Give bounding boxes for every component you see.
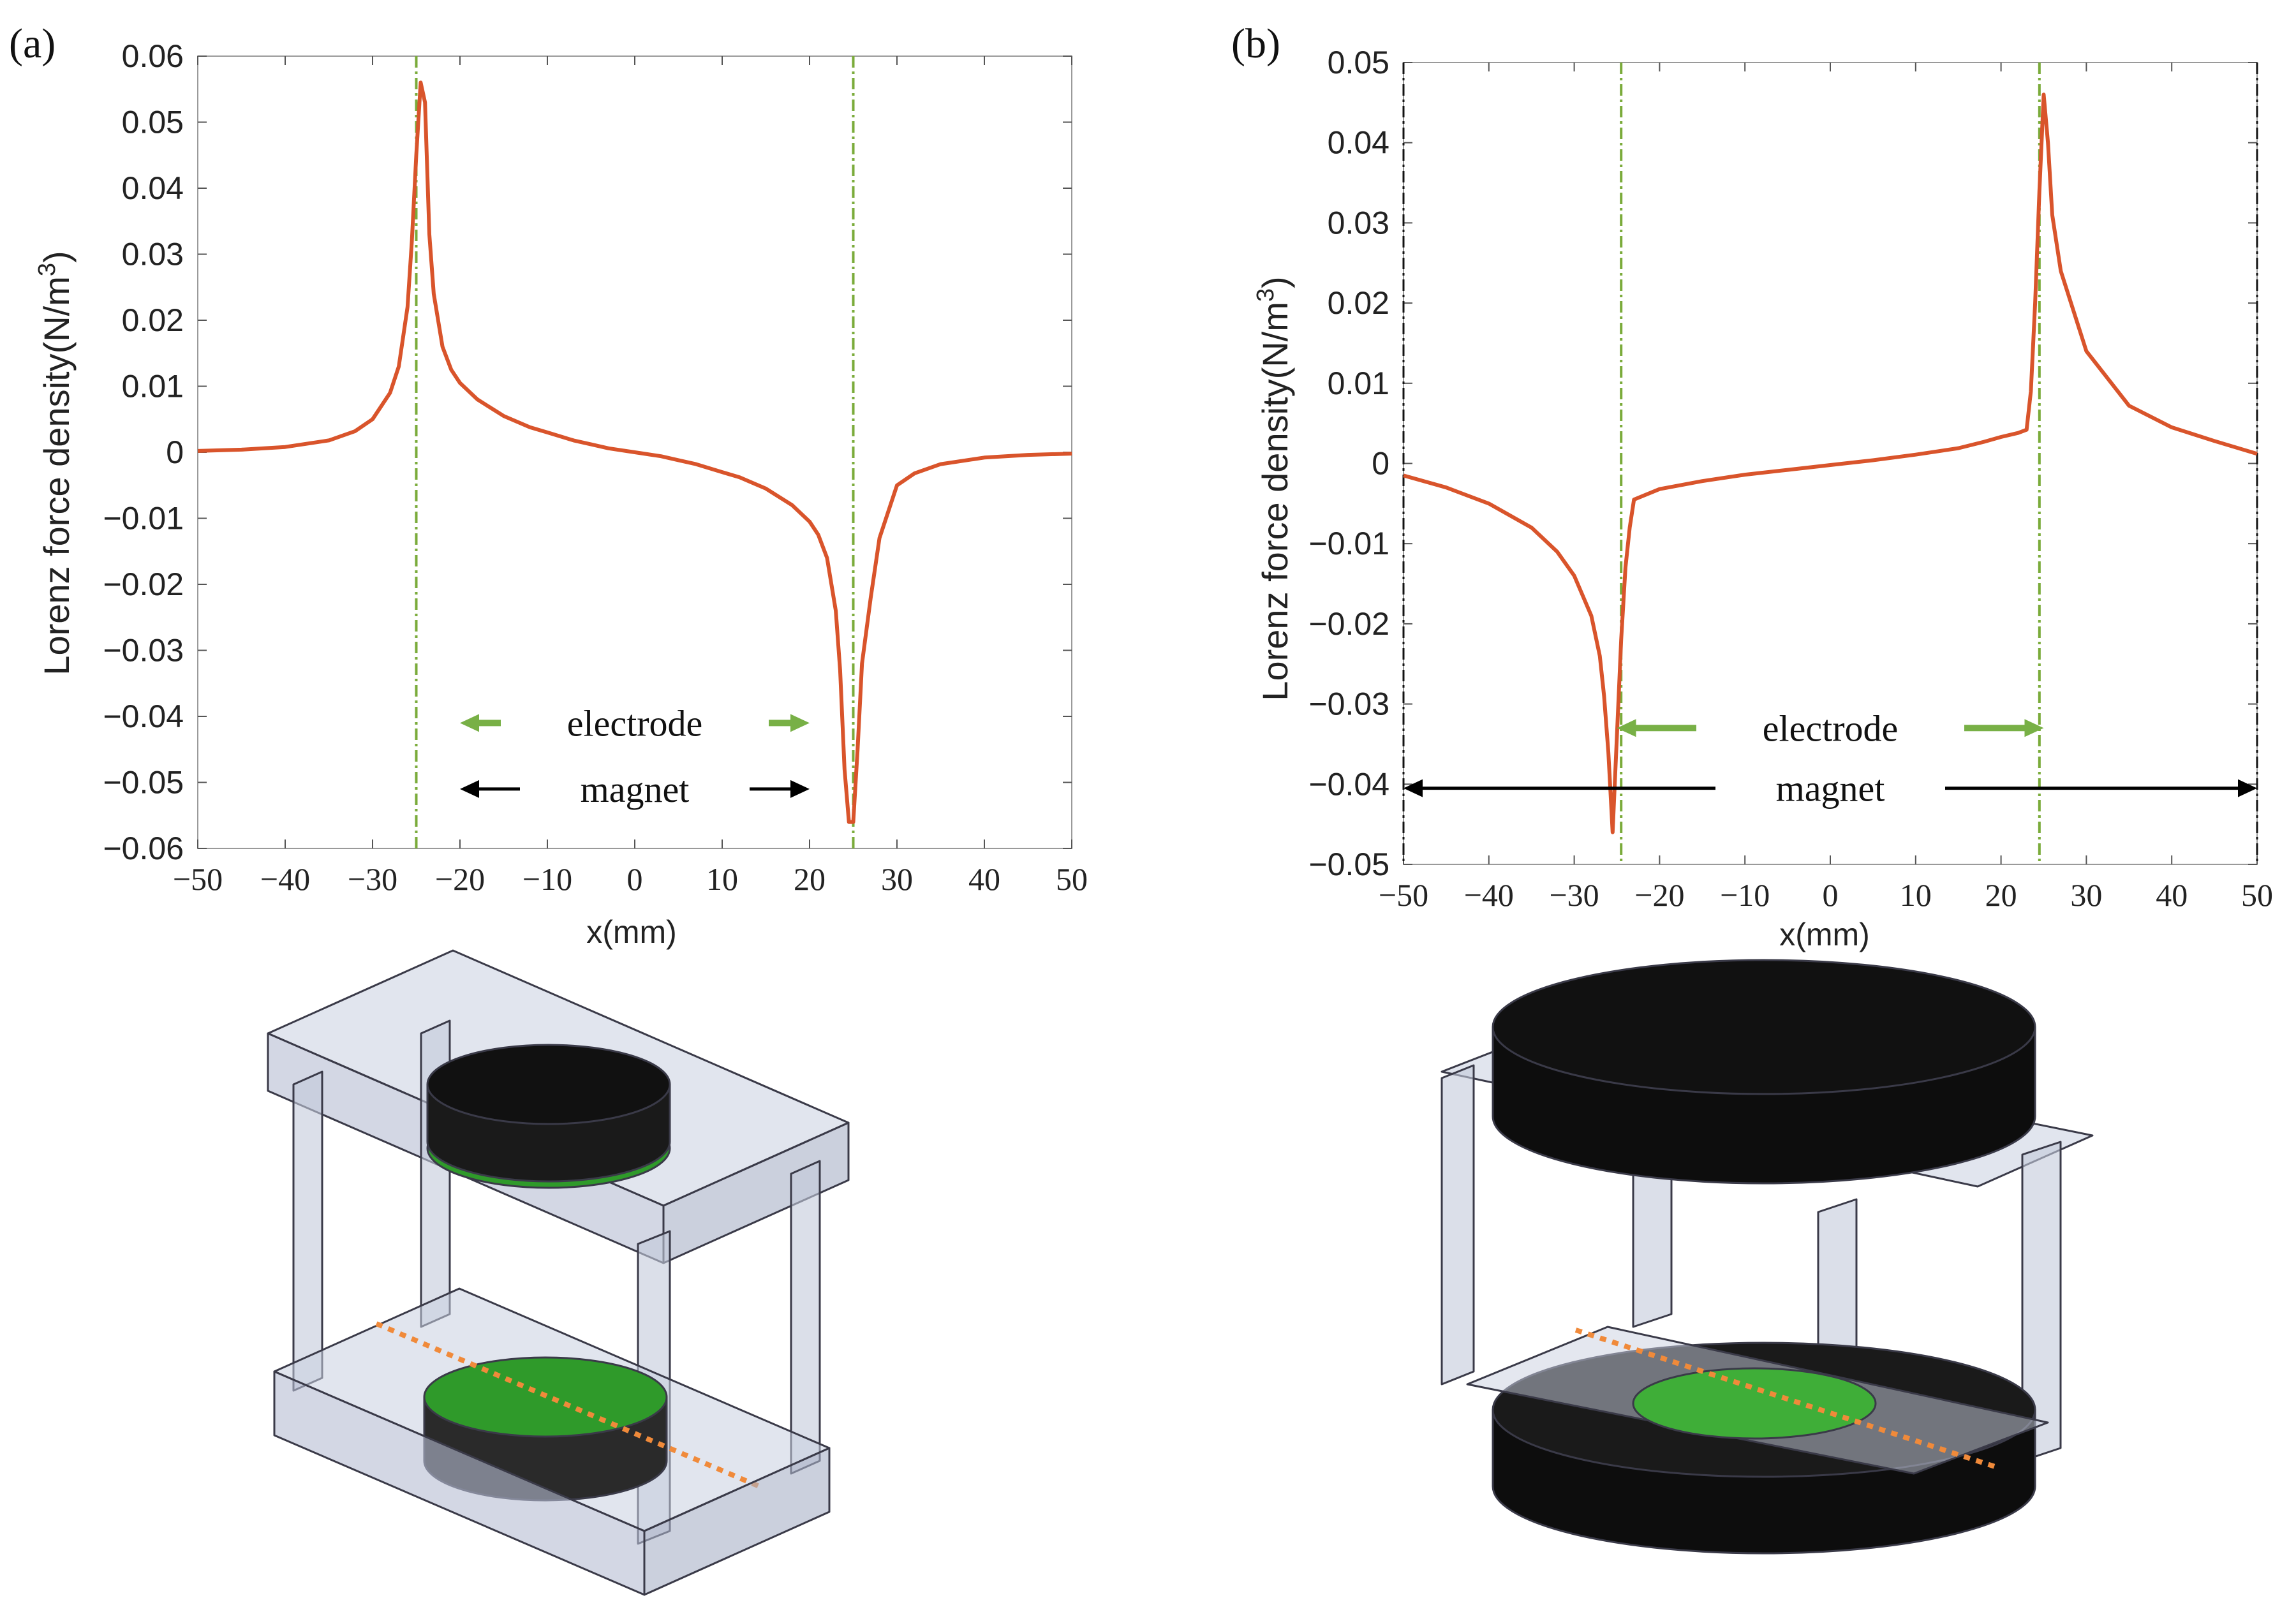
magnet-arrowhead-left-b <box>1404 779 1423 797</box>
device-illustration-b <box>1441 959 2094 1555</box>
x-tick-label-b: −10 <box>1720 877 1770 913</box>
x-tick-label-b: −50 <box>1379 877 1428 913</box>
y-tick-label-b: 0.01 <box>1328 366 1389 401</box>
y-tick-label-b: −0.04 <box>1308 766 1389 802</box>
y-tick-label-b: 0.03 <box>1328 205 1389 240</box>
y-tick-label-a: 0.04 <box>122 170 184 206</box>
panel-label-b: (b) <box>1231 20 1280 67</box>
electrode-arrowhead-right-a <box>790 714 810 732</box>
chart-a: Lorenz force density(N/m3) x(mm) −50 −40 −… <box>34 38 1088 950</box>
x-tick-label-a: 40 <box>968 861 1000 897</box>
x-tick-label-a: 20 <box>794 861 826 897</box>
x-tick-label-b: −30 <box>1549 877 1599 913</box>
pillar-b-1 <box>1441 1064 1475 1386</box>
y-tick-label-b: 0.05 <box>1328 45 1389 80</box>
y-tick-label-b: 0 <box>1372 446 1389 482</box>
x-axis-label-a: x(mm) <box>586 914 677 950</box>
x-tick-label-b: −20 <box>1634 877 1684 913</box>
x-tick-label-b: 30 <box>2070 877 2102 913</box>
y-tick-label-a: 0.05 <box>122 105 184 140</box>
y-tick-label-a: −0.06 <box>103 831 184 866</box>
dotted-measurement-line-b <box>1574 1327 1998 1470</box>
x-tick-label-b: 50 <box>2241 877 2273 913</box>
pillar-b-2 <box>1632 1153 1673 1328</box>
y-axis-label-b: Lorenz force density(N/m3) <box>1252 276 1295 700</box>
y-tick-label-a: 0.03 <box>122 237 184 272</box>
top-magnet-b <box>1492 959 2036 1095</box>
y-tick-label-a: −0.02 <box>103 566 184 602</box>
y-axis-label-a: Lorenz force density(N/m3) <box>34 251 77 675</box>
y-tick-label-a: 0.06 <box>122 38 184 74</box>
y-tick-label-a: 0.02 <box>122 302 184 338</box>
chart-b: Lorenz force density(N/m3) x(mm) −50 −40−… <box>1252 45 2273 952</box>
electrode-arrowhead-right-b <box>2024 719 2044 737</box>
y-tick-label-b: −0.03 <box>1308 686 1389 722</box>
x-tick-label-a: −40 <box>260 861 310 897</box>
magnet-label-b: magnet <box>1776 768 1885 810</box>
x-axis-label-b: x(mm) <box>1779 917 1870 952</box>
y-tick-label-a: 0 <box>166 434 184 470</box>
y-tick-label-b: −0.01 <box>1308 526 1389 561</box>
x-tick-label-b: −40 <box>1464 877 1514 913</box>
lorenz-force-curve-b <box>1403 92 2258 834</box>
electrode-label-a: electrode <box>567 702 703 744</box>
pillar-a-3 <box>790 1160 821 1475</box>
pillar-a-1 <box>292 1070 323 1392</box>
x-tick-label-b: 20 <box>1985 877 2017 913</box>
y-tick-label-b: −0.05 <box>1308 847 1389 882</box>
x-tick-label-a: 10 <box>706 861 738 897</box>
y-tick-label-a: 0.01 <box>122 369 184 404</box>
panel-label-a: (a) <box>9 20 56 67</box>
magnet-arrowhead-right-b <box>2238 779 2257 797</box>
y-tick-label-b: 0.04 <box>1328 125 1389 161</box>
x-tick-label-b: 0 <box>1823 877 1839 913</box>
x-tick-label-a: −20 <box>435 861 485 897</box>
y-tick-label-b: 0.02 <box>1328 285 1389 321</box>
top-magnet-a <box>426 1044 671 1125</box>
y-tick-label-a: −0.03 <box>103 633 184 669</box>
bottom-electrode-b <box>1632 1367 1877 1440</box>
y-tick-label-b: −0.02 <box>1308 606 1389 642</box>
magnet-label-a: magnet <box>581 769 690 810</box>
x-tick-label-a: −50 <box>173 861 223 897</box>
magnet-arrowhead-right-a <box>790 780 810 798</box>
dotted-measurement-line-a <box>375 1321 760 1489</box>
y-tick-label-a: −0.05 <box>103 765 184 801</box>
y-tick-label-a: −0.04 <box>103 699 184 734</box>
device-illustration-a <box>267 949 850 1596</box>
magnet-arrowhead-left-a <box>460 780 479 798</box>
x-tick-label-a: 50 <box>1056 861 1088 897</box>
electrode-arrowhead-left-b <box>1617 719 1636 737</box>
x-tick-label-b: 10 <box>1900 877 1932 913</box>
lorenz-force-curve-a <box>197 80 1072 824</box>
pillar-b-4 <box>2021 1141 2062 1462</box>
electrode-label-b: electrode <box>1763 707 1899 749</box>
electrode-arrowhead-left-a <box>460 714 479 732</box>
x-tick-label-b: 40 <box>2156 877 2188 913</box>
y-tick-label-a: −0.01 <box>103 501 184 536</box>
x-tick-label-a: 0 <box>627 861 643 897</box>
x-tick-label-a: −10 <box>522 861 572 897</box>
x-tick-label-a: −30 <box>348 861 397 897</box>
x-tick-label-a: 30 <box>881 861 913 897</box>
base-side-a <box>643 1447 831 1596</box>
